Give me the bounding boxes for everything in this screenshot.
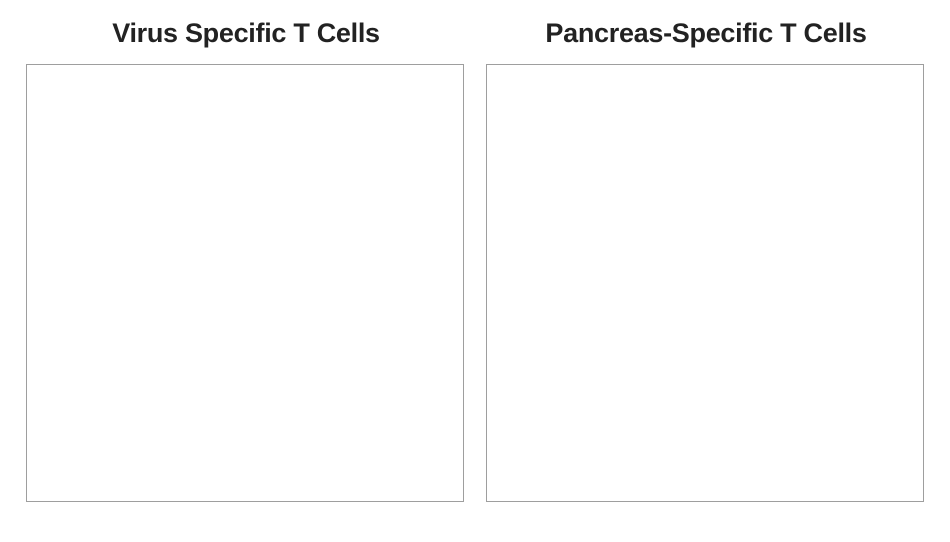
panel-title-virus: Virus Specific T Cells bbox=[112, 18, 380, 48]
scatter-plot-virus bbox=[26, 64, 464, 502]
panel-title-pancreas: Pancreas-Specific T Cells bbox=[545, 18, 867, 48]
